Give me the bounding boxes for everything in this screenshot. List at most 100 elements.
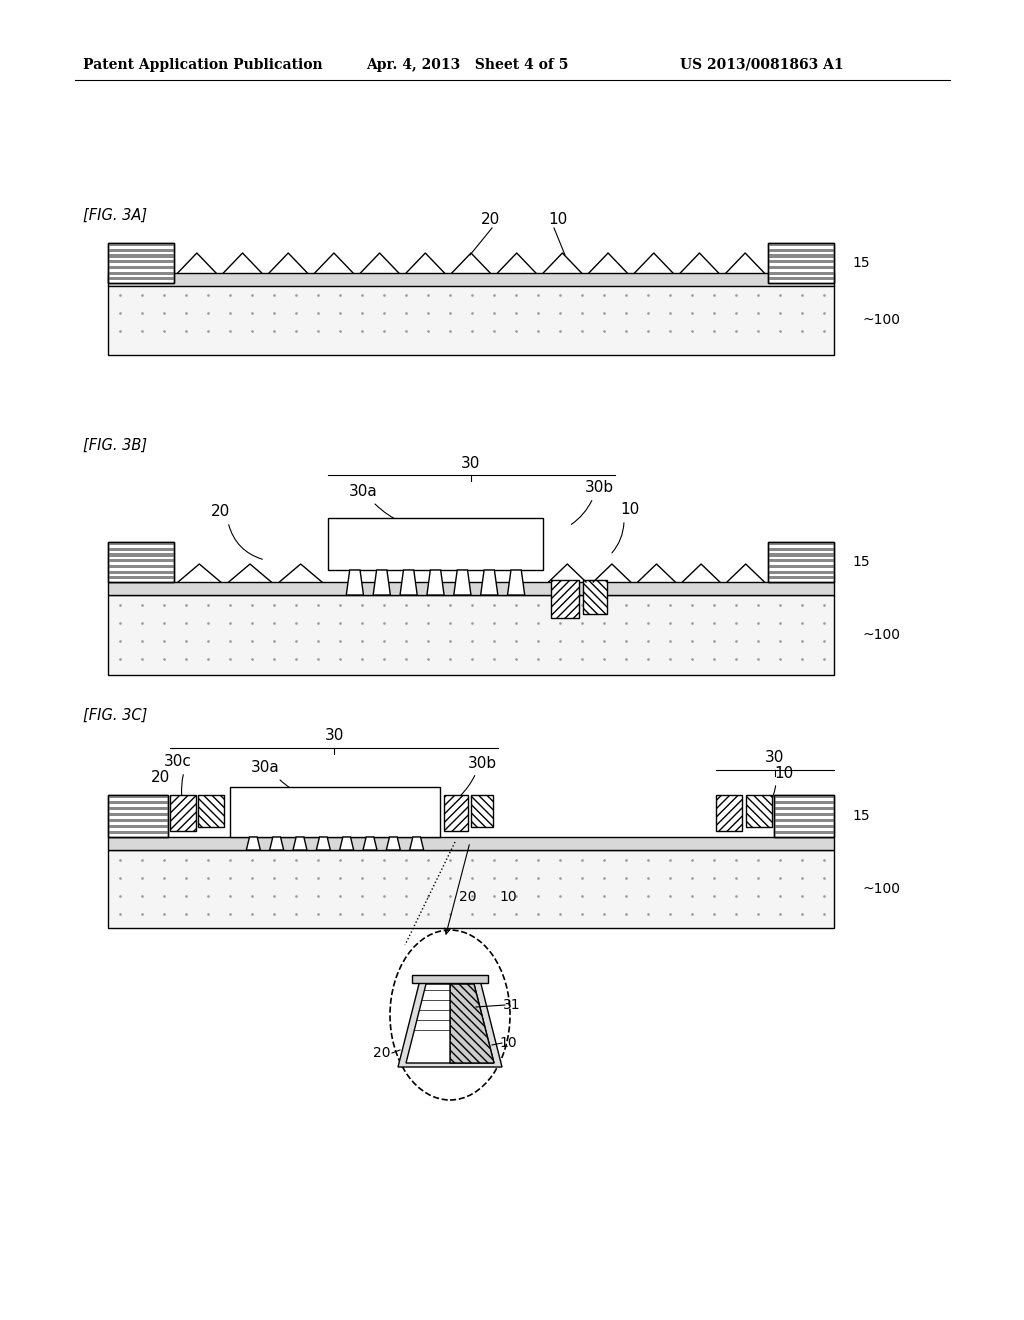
- Polygon shape: [293, 837, 307, 850]
- Bar: [108, 577, 174, 579]
- Text: 15: 15: [852, 554, 869, 569]
- Text: 30c: 30c: [164, 755, 191, 770]
- Bar: [471, 795, 493, 828]
- Text: 20: 20: [480, 213, 500, 227]
- Bar: [108, 543, 174, 582]
- Text: [FIG. 3A]: [FIG. 3A]: [83, 209, 147, 223]
- Bar: [108, 277, 174, 280]
- Bar: [108, 832, 168, 834]
- Bar: [768, 543, 834, 582]
- Bar: [108, 565, 174, 568]
- Bar: [108, 795, 168, 837]
- Bar: [108, 543, 174, 582]
- FancyArrowPatch shape: [181, 775, 183, 795]
- Bar: [108, 273, 834, 286]
- Text: 30a: 30a: [348, 484, 378, 499]
- Polygon shape: [386, 837, 400, 850]
- Bar: [768, 565, 834, 568]
- Text: 10: 10: [499, 890, 517, 904]
- Text: 30: 30: [765, 751, 784, 766]
- Bar: [108, 265, 174, 269]
- Bar: [768, 248, 834, 252]
- Polygon shape: [450, 983, 494, 1063]
- Bar: [108, 243, 174, 282]
- Bar: [774, 807, 834, 810]
- FancyArrowPatch shape: [612, 523, 624, 553]
- Bar: [108, 272, 174, 275]
- FancyArrowPatch shape: [375, 504, 433, 529]
- Text: [FIG. 3C]: [FIG. 3C]: [83, 708, 147, 723]
- Text: 30a: 30a: [251, 760, 280, 776]
- Bar: [108, 795, 168, 837]
- Bar: [768, 272, 834, 275]
- Polygon shape: [346, 570, 364, 595]
- Bar: [108, 595, 834, 675]
- FancyArrowPatch shape: [460, 776, 475, 796]
- Bar: [444, 795, 468, 832]
- Bar: [746, 795, 772, 828]
- Text: 10: 10: [774, 766, 794, 780]
- Text: 31: 31: [503, 998, 521, 1012]
- Bar: [108, 243, 174, 246]
- Bar: [768, 553, 834, 557]
- Polygon shape: [427, 570, 444, 595]
- Text: 20: 20: [151, 771, 170, 785]
- Bar: [108, 795, 168, 799]
- Bar: [774, 801, 834, 804]
- Text: 30: 30: [325, 729, 344, 743]
- Bar: [768, 243, 834, 282]
- Bar: [108, 553, 174, 557]
- Bar: [108, 825, 168, 829]
- Bar: [768, 243, 834, 282]
- FancyArrowPatch shape: [769, 785, 775, 805]
- Bar: [108, 582, 834, 595]
- Bar: [768, 243, 834, 246]
- Polygon shape: [362, 837, 377, 850]
- Bar: [774, 795, 834, 837]
- Bar: [768, 277, 834, 280]
- Text: ~100: ~100: [862, 313, 900, 327]
- Bar: [768, 560, 834, 562]
- Polygon shape: [373, 570, 390, 595]
- Bar: [774, 795, 834, 837]
- Polygon shape: [480, 570, 498, 595]
- Bar: [108, 807, 168, 810]
- Bar: [768, 255, 834, 257]
- Bar: [551, 579, 579, 618]
- Bar: [108, 818, 168, 822]
- Text: 10: 10: [549, 213, 567, 227]
- Text: 30b: 30b: [585, 480, 613, 495]
- Text: ~100: ~100: [862, 882, 900, 896]
- Bar: [412, 975, 488, 983]
- Text: Apr. 4, 2013   Sheet 4 of 5: Apr. 4, 2013 Sheet 4 of 5: [366, 58, 568, 73]
- Bar: [108, 543, 174, 545]
- Polygon shape: [406, 983, 494, 1063]
- Text: ~100: ~100: [862, 628, 900, 642]
- Bar: [170, 795, 196, 832]
- Bar: [108, 260, 174, 263]
- Polygon shape: [340, 837, 353, 850]
- Bar: [108, 243, 174, 282]
- Text: 10: 10: [621, 503, 640, 517]
- Bar: [768, 543, 834, 545]
- FancyArrowPatch shape: [280, 780, 328, 800]
- Polygon shape: [508, 570, 524, 595]
- Text: 20: 20: [459, 890, 477, 904]
- Polygon shape: [269, 837, 284, 850]
- Bar: [108, 801, 168, 804]
- Text: 10: 10: [499, 1036, 517, 1049]
- Bar: [108, 255, 174, 257]
- Bar: [108, 548, 174, 550]
- Bar: [768, 265, 834, 269]
- FancyArrowPatch shape: [571, 500, 592, 524]
- Text: Patent Application Publication: Patent Application Publication: [83, 58, 323, 73]
- Text: 20: 20: [210, 504, 229, 520]
- Bar: [768, 260, 834, 263]
- Bar: [774, 795, 834, 799]
- Polygon shape: [398, 979, 502, 1067]
- Text: 30: 30: [462, 455, 480, 470]
- Polygon shape: [316, 837, 331, 850]
- Bar: [768, 570, 834, 574]
- Text: 30b: 30b: [467, 755, 497, 771]
- Bar: [108, 837, 834, 850]
